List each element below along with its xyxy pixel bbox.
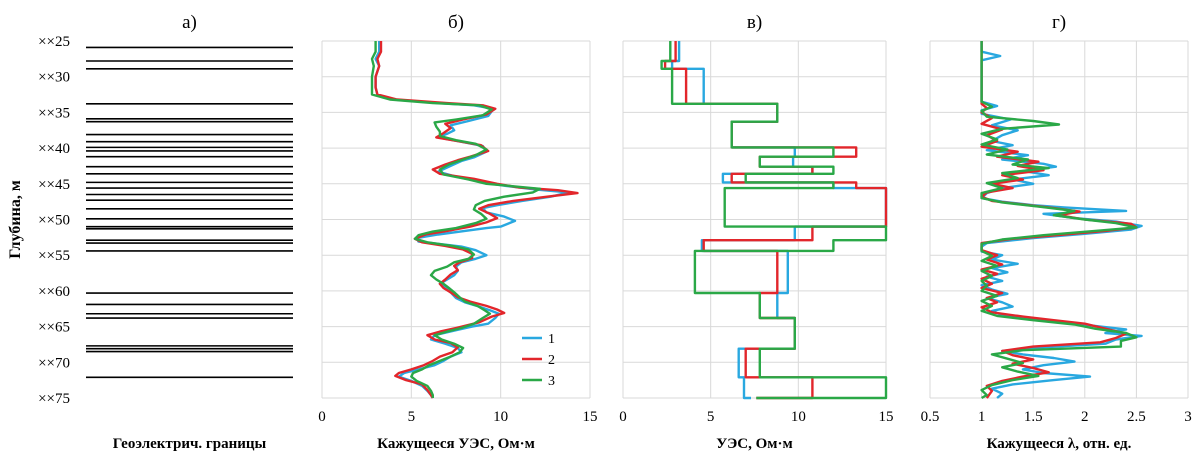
y-tick-label: ××40 [38,141,70,157]
y-tick-label: ××30 [38,70,70,86]
x-tick-label: 5 [707,409,715,425]
x-tick-label: 5 [408,409,416,425]
legend-label-2: 2 [548,353,555,368]
legend-label-1: 1 [548,332,555,347]
x-axis-title: Кажущееся УЭС, Ом·м [377,436,535,452]
series-line-3 [370,41,542,398]
x-tick-label: 15 [583,409,598,425]
series-line-3 [660,41,888,400]
panel-title: б) [448,12,464,33]
x-tick-label: 0 [619,409,627,425]
series-line-1 [374,41,570,399]
x-axis-title: УЭС, Ом·м [716,436,792,452]
x-axis-title: Геоэлектрич. границы [113,436,267,452]
x-tick-label: 0 [318,409,326,425]
legend-label-3: 3 [548,374,555,389]
panel-title: г) [1052,12,1066,33]
y-tick-label: ××50 [38,213,70,229]
x-tick-label: 1 [978,409,986,425]
x-axis-title: Кажущееся λ, отн. ед. [987,436,1132,452]
y-tick-label: ××75 [38,391,70,407]
x-tick-label: 2.5 [1127,409,1146,425]
y-tick-label: ××45 [38,177,70,193]
y-tick-label: ××60 [38,284,70,300]
x-tick-label: 0.5 [921,409,940,425]
y-axis-title: Глубина, м [7,180,24,259]
series-line-3 [980,41,1138,400]
x-tick-label: 1.5 [1024,409,1043,425]
x-tick-label: 10 [791,409,806,425]
y-tick-label: ××55 [38,248,70,264]
y-tick-label: ××65 [38,320,70,336]
panel-title: а) [182,12,197,33]
x-tick-label: 15 [879,409,894,425]
x-tick-label: 10 [493,409,508,425]
y-tick-label: ××35 [38,105,70,121]
x-tick-label: 3 [1184,409,1192,425]
x-tick-label: 2 [1081,409,1089,425]
y-tick-label: ××70 [38,355,70,371]
y-tick-label: ××25 [38,34,70,50]
panel-title: в) [747,12,762,33]
